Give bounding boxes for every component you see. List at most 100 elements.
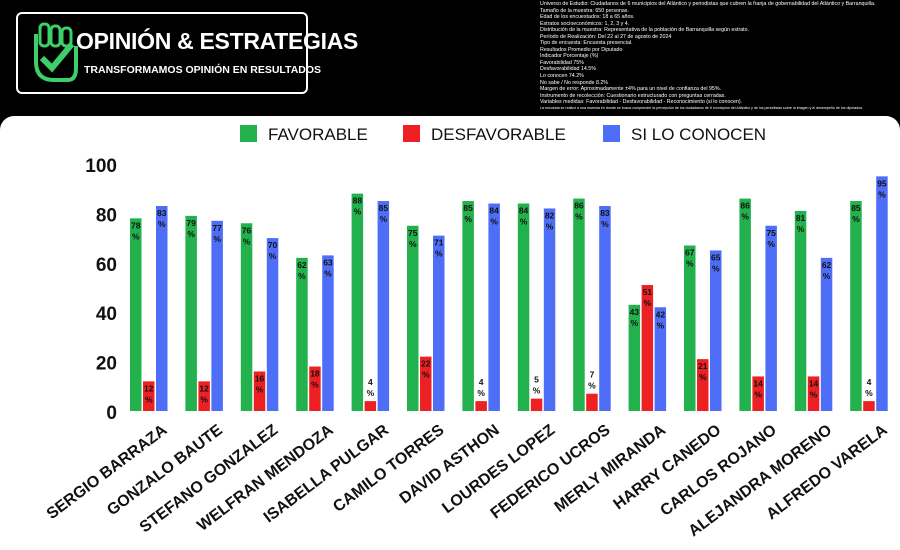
bar-value-percent: %: [810, 389, 818, 399]
bar-value-percent: %: [200, 394, 208, 404]
methodology-line: Universo de Estudio: Ciudadanos de 6 mun…: [540, 1, 876, 7]
bar-value-label: 62: [822, 260, 832, 270]
bar-favorable: [628, 304, 641, 411]
bar-value-label: 4: [479, 377, 484, 387]
bar-value-label: 84: [489, 206, 499, 216]
bar-value-label: 22: [421, 359, 431, 369]
bar-si-lo-conocen: [156, 205, 168, 411]
bar-value-percent: %: [158, 219, 166, 229]
bar-value-label: 77: [212, 223, 222, 233]
bar-value-label: 21: [698, 361, 708, 371]
methodology-line: Tipo de encuesta: Encuesta presencial.: [540, 40, 633, 47]
bar-value-percent: %: [298, 271, 306, 281]
bar-value-percent: %: [712, 263, 720, 273]
bar-value-percent: %: [823, 271, 831, 281]
bar-favorable: [351, 193, 364, 411]
bar-value-label: 85: [851, 203, 861, 213]
bar-si-lo-conocen: [876, 176, 888, 411]
methodology-line: Indicador Porcentaje (%): [540, 53, 599, 60]
methodology-fine-print: La encuesta se realizó a una muestra en …: [540, 105, 864, 110]
bar-value-label: 62: [297, 260, 307, 270]
bar-value-percent: %: [520, 217, 528, 227]
bar-value-percent: %: [575, 212, 583, 222]
bar-value-percent: %: [311, 380, 319, 390]
bar-desfavorable: [475, 401, 487, 411]
bar-value-label: 76: [242, 225, 252, 235]
bar-si-lo-conocen: [710, 250, 722, 411]
bar-si-lo-conocen: [599, 205, 611, 411]
bar-value-label: 82: [545, 210, 555, 220]
bar-desfavorable: [143, 381, 155, 411]
legend-label: SI LO CONOCEN: [631, 125, 766, 144]
bar-value-percent: %: [132, 231, 140, 241]
bar-value-percent: %: [699, 372, 707, 382]
bar-desfavorable: [807, 376, 820, 411]
bar-favorable: [130, 218, 142, 411]
bar-value-label: 75: [408, 228, 418, 238]
bar-value-label: 12: [144, 383, 154, 393]
hand-check-logo-icon: [34, 22, 78, 82]
brand-tagline: TRANSFORMAMOS OPINIÓN EN RESULTADOS: [84, 64, 322, 76]
bar-value-label: 86: [740, 201, 750, 211]
bar-value-label: 42: [656, 309, 666, 319]
legend-swatch-favorable: [240, 125, 257, 142]
bar-value-label: 84: [519, 206, 529, 216]
bar-si-lo-conocen: [322, 255, 334, 411]
methodology-line: Estratos socioeconómicos: 1, 2, 3 y 4.: [540, 20, 630, 27]
bar-si-lo-conocen: [765, 225, 777, 411]
bar-value-percent: %: [243, 236, 251, 246]
bar-value-label: 78: [131, 220, 141, 230]
bar-value-percent: %: [477, 388, 485, 398]
bar-value-label: 7: [590, 370, 595, 380]
methodology-line: Instrumento de recolección: Cuestionario…: [540, 92, 726, 99]
bar-value-percent: %: [256, 384, 264, 394]
bar-si-lo-conocen: [266, 238, 279, 411]
bar-value-percent: %: [601, 219, 609, 229]
bar-value-percent: %: [741, 212, 749, 222]
bar-value-label: 85: [463, 203, 473, 213]
bar-value-label: 79: [186, 218, 196, 228]
bar-value-percent: %: [546, 221, 554, 231]
bar-si-lo-conocen: [211, 220, 223, 411]
bar-favorable: [296, 257, 308, 411]
legend-label: DESFAVORABLE: [431, 125, 566, 144]
header: OPINIÓN & ESTRATEGIAS TRANSFORMAMOS OPIN…: [0, 0, 900, 118]
bar-desfavorable: [364, 401, 377, 411]
bar-value-percent: %: [657, 320, 665, 330]
bar-value-label: 88: [353, 196, 363, 206]
bar-favorable: [240, 223, 253, 411]
bar-value-label: 12: [199, 383, 209, 393]
bar-desfavorable: [752, 376, 764, 411]
bar-desfavorable: [530, 398, 543, 411]
bar-si-lo-conocen: [543, 208, 556, 411]
bar-desfavorable: [420, 356, 432, 411]
bar-si-lo-conocen: [820, 257, 833, 411]
bar-value-label: 75: [766, 228, 776, 238]
bar-value-label: 85: [379, 203, 389, 213]
bar-favorable: [407, 225, 419, 411]
bar-si-lo-conocen: [654, 307, 667, 411]
bar-value-percent: %: [754, 389, 762, 399]
bar-value-percent: %: [797, 224, 805, 234]
bar-favorable: [517, 203, 530, 411]
bar-desfavorable: [253, 371, 266, 411]
bar-favorable: [739, 198, 751, 411]
logo: OPINIÓN & ESTRATEGIAS TRANSFORMAMOS OPIN…: [16, 12, 358, 94]
bar-value-percent: %: [865, 388, 873, 398]
methodology-line: Resultados Promedio por Diputado: [540, 46, 623, 53]
bar-value-percent: %: [588, 381, 596, 391]
bar-value-percent: %: [213, 234, 221, 244]
bar-value-label: 51: [643, 287, 653, 297]
bar-value-label: 95: [877, 178, 887, 188]
bar-value-label: 4: [867, 377, 872, 387]
bar-desfavorable: [697, 359, 709, 411]
bar-value-percent: %: [435, 249, 443, 259]
methodology-line: Período de Realización: Del 22 al 27 de …: [540, 33, 672, 40]
bar-si-lo-conocen: [488, 203, 500, 411]
legend-swatch-desfavorable: [403, 125, 420, 142]
bar-favorable: [850, 201, 862, 411]
bar-value-percent: %: [380, 214, 388, 224]
bar-desfavorable: [586, 393, 598, 411]
bar-desfavorable: [309, 366, 321, 411]
methodology-line: Lo conocen 74.2%: [540, 73, 584, 80]
